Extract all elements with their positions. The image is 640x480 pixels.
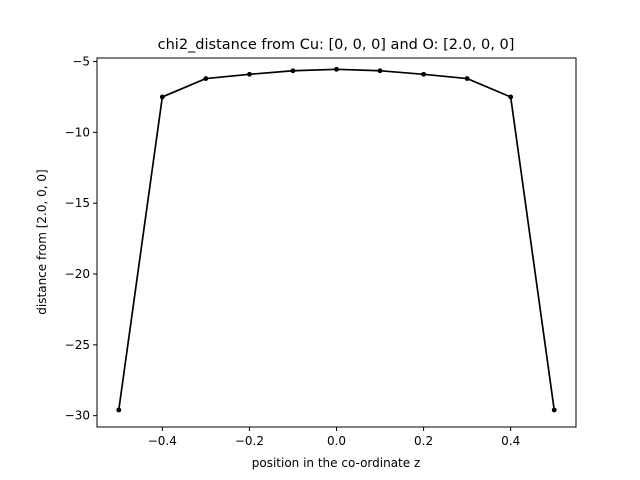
data-point [290,68,296,74]
chart-title: chi2_distance from Cu: [0, 0, 0] and O: … [158,37,515,53]
data-point [334,66,339,72]
x-tick-label: −0.2 [235,434,264,448]
plot-area [96,57,577,428]
y-tick-label: −15 [65,196,90,210]
x-axis-ticks: −0.4 −0.2 0.0 0.2 0.4 [148,427,520,448]
series-layer [116,66,557,413]
data-point [116,407,122,413]
data-point [159,94,165,100]
y-tick-label: −25 [65,338,90,352]
x-tick-label: 0.0 [327,434,346,448]
data-point [247,71,252,77]
x-tick-label: −0.4 [148,434,177,448]
y-tick-label: −10 [65,125,90,139]
data-point [508,94,514,100]
y-tick-label: −20 [65,267,90,281]
data-point [421,71,426,77]
y-tick-label: −5 [72,55,90,69]
x-tick-label: 0.2 [414,434,433,448]
y-tick-label: −30 [65,409,90,423]
data-point [203,76,209,81]
data-point [377,68,383,74]
x-axis-label: position in the co-ordinate z [252,456,421,470]
y-axis-ticks: −5 −10 −15 −20 −25 −30 [65,55,97,423]
data-point [464,76,470,81]
x-tick-label: 0.4 [501,434,520,448]
y-axis-label: distance from [2.0, 0, 0] [35,169,49,314]
data-point [551,407,557,413]
